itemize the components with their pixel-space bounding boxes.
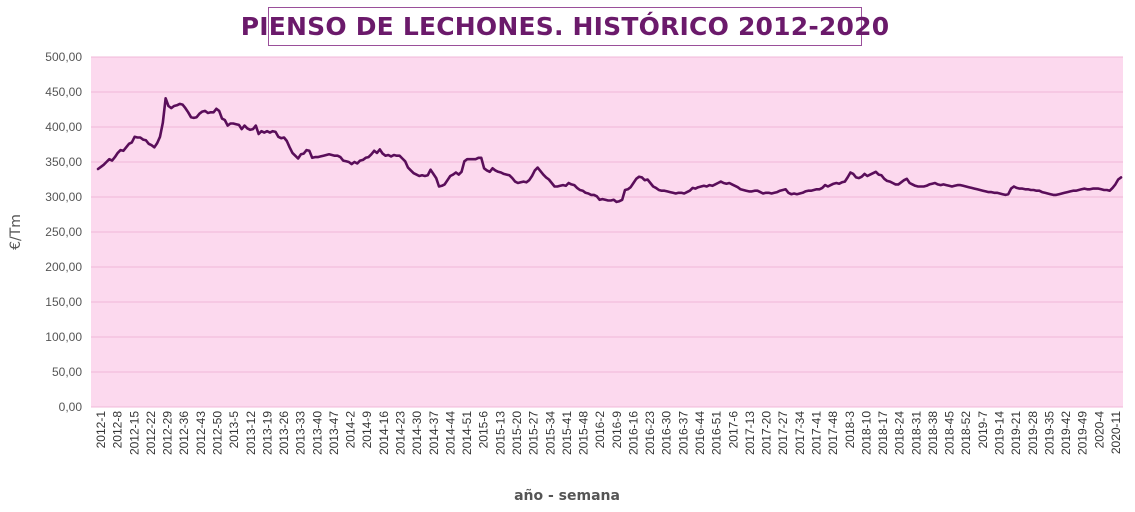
x-axis-ticks: 2012-1 2012-8 2012-15 2012-22 2012-29 2012-36…	[94, 411, 1123, 455]
x-tick-label: 2019-35	[1042, 411, 1056, 455]
x-axis-label: año - semana	[514, 488, 620, 504]
x-tick-label: 2012-15	[127, 411, 141, 455]
x-tick-label: 2013-26	[277, 411, 291, 455]
y-tick-label: 50,00	[52, 365, 82, 379]
x-tick-label: 2013-12	[244, 411, 258, 455]
y-tick-label: 400,00	[45, 120, 82, 134]
x-tick-label: 2013-33	[294, 411, 308, 455]
x-tick-label: 2019-49	[1076, 411, 1090, 455]
x-tick-label: 2014-44	[443, 411, 457, 455]
x-tick-label: 2012-22	[144, 411, 158, 455]
x-tick-label: 2013-5	[227, 411, 241, 449]
y-axis-ticks: 0,00 50,00 100,00 150,00 200,00 250,00 300,00 3…	[45, 50, 82, 414]
x-tick-label: 2015-13	[493, 411, 507, 455]
x-tick-label: 2013-40	[310, 411, 324, 455]
y-tick-label: 450,00	[45, 85, 82, 99]
x-tick-label: 2018-24	[893, 411, 907, 455]
x-tick-label: 2014-30	[410, 411, 424, 455]
x-tick-label: 2016-9	[610, 411, 624, 449]
x-tick-label: 2014-37	[427, 411, 441, 455]
x-tick-label: 2017-34	[793, 411, 807, 455]
y-tick-label: 250,00	[45, 225, 82, 239]
x-tick-label: 2013-47	[327, 411, 341, 455]
x-tick-label: 2019-28	[1026, 411, 1040, 455]
x-tick-label: 2019-42	[1059, 411, 1073, 455]
x-tick-label: 2012-8	[111, 411, 125, 449]
x-tick-label: 2012-29	[161, 411, 175, 455]
y-tick-label: 150,00	[45, 295, 82, 309]
x-tick-label: 2018-17	[876, 411, 890, 455]
x-tick-label: 2017-6	[726, 411, 740, 449]
series-line	[96, 97, 1123, 204]
x-tick-label: 2020-4	[1092, 411, 1106, 449]
y-axis-label: €/Tm	[8, 214, 24, 250]
x-tick-label: 2018-45	[943, 411, 957, 455]
x-tick-label: 2012-1	[94, 411, 108, 449]
x-tick-label: 2017-48	[826, 411, 840, 455]
x-tick-label: 2016-44	[693, 411, 707, 455]
x-tick-label: 2015-34	[543, 411, 557, 455]
x-tick-label: 2016-23	[643, 411, 657, 455]
x-tick-label: 2013-19	[260, 411, 274, 455]
x-tick-label: 2014-23	[394, 411, 408, 455]
x-tick-label: 2015-27	[527, 411, 541, 455]
x-tick-label: 2018-52	[959, 411, 973, 455]
x-tick-label: 2016-37	[676, 411, 690, 455]
y-tick-label: 500,00	[45, 50, 82, 64]
x-tick-label: 2014-2	[344, 411, 358, 449]
x-tick-label: 2016-30	[660, 411, 674, 455]
x-tick-label: 2017-41	[809, 411, 823, 455]
y-tick-label: 350,00	[45, 155, 82, 169]
x-tick-label: 2016-2	[593, 411, 607, 449]
gridlines	[91, 56, 1123, 408]
y-tick-label: 300,00	[45, 190, 82, 204]
x-tick-label: 2015-48	[577, 411, 591, 455]
x-tick-label: 2012-50	[210, 411, 224, 455]
x-tick-label: 2019-14	[993, 411, 1007, 455]
y-tick-label: 200,00	[45, 260, 82, 274]
x-tick-label: 2014-9	[360, 411, 374, 449]
chart-title: PIENSO DE LECHONES. HISTÓRICO 2012-2020	[241, 7, 889, 46]
x-tick-label: 2012-36	[177, 411, 191, 455]
x-tick-label: 2014-51	[460, 411, 474, 455]
x-tick-label: 2014-16	[377, 411, 391, 455]
x-tick-label: 2020-11	[1109, 411, 1123, 454]
x-tick-label: 2012-43	[194, 411, 208, 455]
x-tick-label: 2017-20	[760, 411, 774, 455]
x-tick-label: 2016-51	[710, 411, 724, 455]
y-tick-label: 0,00	[59, 400, 83, 414]
x-tick-label: 2017-27	[776, 411, 790, 455]
x-tick-label: 2018-31	[909, 411, 923, 455]
x-tick-label: 2018-38	[926, 411, 940, 455]
x-tick-label: 2015-41	[560, 411, 574, 455]
y-tick-label: 100,00	[45, 330, 82, 344]
x-tick-label: 2017-13	[743, 411, 757, 455]
x-tick-label: 2016-16	[626, 411, 640, 455]
x-tick-label: 2019-21	[1009, 411, 1023, 455]
x-tick-label: 2015-20	[510, 411, 524, 455]
x-tick-label: 2018-3	[843, 411, 857, 449]
x-tick-label: 2019-7	[976, 411, 990, 449]
x-tick-label: 2015-6	[477, 411, 491, 449]
x-tick-label: 2018-10	[859, 411, 873, 455]
